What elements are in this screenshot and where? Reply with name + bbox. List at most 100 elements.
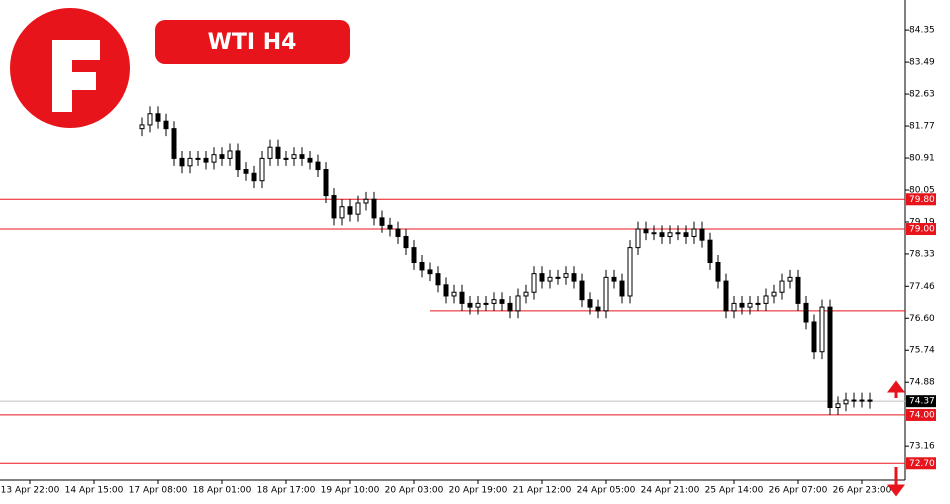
candle-body: [139, 124, 145, 130]
candle-body: [171, 128, 177, 159]
candle-body: [755, 302, 761, 305]
candle-body: [179, 157, 185, 167]
x-tick-label: 26 Apr 07:00: [769, 486, 828, 496]
x-tick-label: 24 Apr 05:00: [577, 486, 636, 496]
y-tick-label: 74.88: [909, 378, 935, 388]
candle-body: [643, 228, 649, 234]
candle-body: [811, 321, 817, 353]
x-tick-label: 18 Apr 17:00: [257, 486, 316, 496]
candle-body: [315, 161, 321, 171]
candle-body: [531, 273, 537, 293]
candle-body: [379, 217, 385, 226]
candle-body: [579, 280, 585, 301]
title-badge: [155, 20, 350, 64]
candle-body: [291, 154, 297, 159]
candle-body: [731, 302, 737, 312]
candle-body: [699, 228, 705, 241]
y-tick-label: 80.91: [909, 154, 935, 164]
candle-body: [539, 273, 545, 282]
level-label: 72.70: [909, 459, 935, 469]
candle-body: [611, 276, 617, 282]
x-tick-label: 17 Apr 08:00: [129, 486, 188, 496]
candle-body: [851, 399, 857, 402]
candle-body: [603, 276, 609, 312]
candle-body: [435, 273, 441, 286]
candle-body: [491, 299, 497, 304]
plot: 84.35 83.49 82.63 81.77 80.91 80.05 79.19 78.33…: [0, 26, 936, 496]
candle-body: [859, 399, 865, 402]
candle-body: [779, 280, 785, 293]
x-tick-label: 18 Apr 01:00: [193, 486, 252, 496]
candle-body: [667, 232, 673, 237]
candle-body: [147, 113, 153, 126]
candle-body: [867, 399, 873, 402]
candle-body: [555, 276, 561, 279]
x-tick-label: 21 Apr 12:00: [513, 486, 572, 496]
candle-body: [307, 157, 313, 163]
x-tick-label: 19 Apr 10:00: [321, 486, 380, 496]
candle-body: [427, 269, 433, 275]
level-label: 79.00: [909, 225, 935, 235]
candle-body: [363, 198, 369, 204]
candle-body: [507, 302, 513, 312]
candle-body: [571, 273, 577, 282]
down-arrow: [887, 467, 905, 497]
chart-title: WTI H4: [208, 30, 297, 55]
candle-body: [483, 302, 489, 305]
y-tick-label: 78.33: [909, 249, 935, 259]
y-tick-label: 80.05: [909, 185, 935, 195]
candle-body: [371, 198, 377, 219]
candle-body: [155, 113, 161, 122]
candle-body: [827, 306, 833, 408]
candle-body: [475, 302, 481, 308]
candle-body: [443, 284, 449, 297]
level-label-box: [906, 457, 936, 470]
candle-body: [459, 291, 465, 304]
candle-body: [803, 302, 809, 323]
candle-body: [595, 306, 601, 312]
candle-body: [659, 232, 665, 237]
candle-body: [499, 299, 505, 304]
candle-body: [275, 146, 281, 159]
y-tick-label: 76.60: [909, 314, 935, 324]
candle-body: [683, 232, 689, 237]
candle-body: [283, 157, 289, 160]
candle-body: [251, 172, 257, 182]
logo-letter: [52, 40, 100, 112]
candle-body: [211, 154, 217, 163]
candle-body: [395, 228, 401, 237]
level-label-box: [906, 223, 936, 236]
candle-body: [267, 146, 273, 159]
x-tick-label: 20 Apr 19:00: [449, 486, 508, 496]
candle-body: [691, 228, 697, 237]
y-tick-label: 77.46: [909, 282, 935, 292]
candle-body: [739, 302, 745, 308]
candle-body: [411, 247, 417, 263]
current-price-label: 74.37: [909, 397, 935, 407]
candle-body: [259, 157, 265, 182]
candle-body: [651, 232, 657, 235]
x-tick-label: 24 Apr 21:00: [641, 486, 700, 496]
x-tick-label: 14 Apr 15:00: [65, 486, 124, 496]
level-label: 79.80: [909, 195, 935, 205]
x-tick-label: 13 Apr 22:00: [1, 486, 60, 496]
level-label: 74.00: [909, 410, 935, 420]
candle-body: [563, 273, 569, 278]
candle-body: [195, 157, 201, 160]
y-tick-label: 82.63: [909, 90, 935, 100]
candle-body: [795, 276, 801, 304]
candle-body: [787, 276, 793, 282]
y-tick-label: 75.74: [909, 346, 935, 356]
candle-body: [203, 157, 209, 163]
candle-body: [515, 295, 521, 312]
candle-body: [163, 120, 169, 130]
logo: [10, 8, 130, 128]
candle-body: [835, 403, 841, 408]
candle-body: [339, 206, 345, 219]
level-label-box: [906, 193, 936, 206]
candle-body: [451, 291, 457, 297]
candle-body: [403, 235, 409, 249]
candle-body: [387, 224, 393, 230]
candle-body: [299, 154, 305, 159]
